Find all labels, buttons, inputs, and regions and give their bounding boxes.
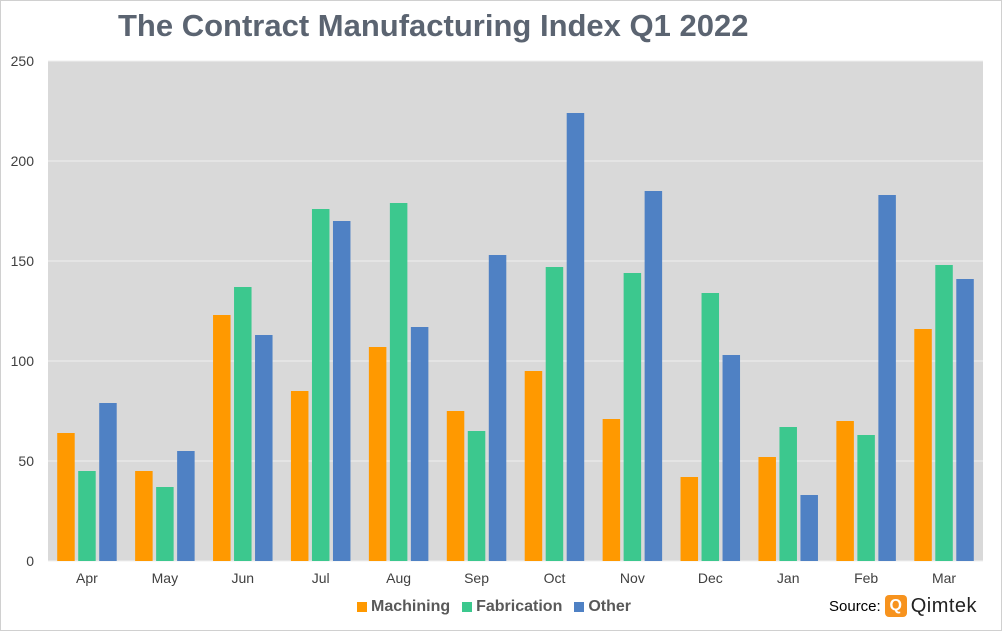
bar-fabrication-jan <box>779 427 797 561</box>
y-axis-ticks: 0 50 100 150 200 250 <box>11 53 35 569</box>
bar-fabrication-sep <box>467 431 486 561</box>
bar-machining-oct <box>524 371 543 561</box>
y-tick-label: 250 <box>11 53 35 69</box>
bar-fabrication-jul <box>311 209 330 561</box>
y-tick-label: 50 <box>18 453 34 469</box>
legend-swatch-fabrication <box>462 602 473 612</box>
bar-machining-jan <box>758 457 776 561</box>
x-tick-label: Jul <box>312 570 330 586</box>
x-axis-ticks: Apr May Jun Jul Aug Sep Oct Nov Dec Jan Feb Mar <box>76 570 956 586</box>
legend-item-other: Other <box>574 598 631 616</box>
bars <box>57 113 974 561</box>
bar-other-jun <box>255 335 273 561</box>
qimtek-logo-icon: Q <box>884 595 907 617</box>
bar-machining-jul <box>290 391 309 561</box>
bar-other-jul <box>332 221 351 561</box>
bar-other-apr <box>99 403 117 561</box>
x-tick-label: Nov <box>620 570 645 586</box>
bar-other-oct <box>566 113 585 561</box>
x-tick-label: May <box>152 570 178 586</box>
gridlines <box>48 60 983 562</box>
bar-other-mar <box>956 279 974 561</box>
source-label: Source: <box>829 597 881 615</box>
bar-machining-mar <box>914 329 932 561</box>
bar-machining-apr <box>57 433 75 561</box>
legend-item-machining: Machining <box>357 598 450 616</box>
y-tick-label: 100 <box>11 353 35 369</box>
bar-other-dec <box>722 355 741 561</box>
bar-machining-may <box>135 471 153 561</box>
bar-other-sep <box>488 255 507 561</box>
qimtek-logo-text: Qimtek <box>910 594 978 617</box>
bar-fabrication-feb <box>857 435 875 561</box>
x-tick-label: Jan <box>777 570 800 586</box>
bar-fabrication-may <box>156 487 174 561</box>
x-tick-label: Aug <box>386 570 411 586</box>
x-tick-label: Sep <box>464 570 489 586</box>
plot-area <box>48 61 983 561</box>
bar-fabrication-jun <box>234 287 252 561</box>
bar-fabrication-apr <box>78 471 96 561</box>
bar-fabrication-oct <box>545 267 564 561</box>
legend-label-other: Other <box>588 598 632 615</box>
bar-other-aug <box>410 327 429 561</box>
legend-label-machining: Machining <box>371 598 451 615</box>
y-tick-label: 200 <box>11 153 35 169</box>
legend-label-fabrication: Fabrication <box>476 598 563 615</box>
legend: Machining Fabrication Other <box>357 597 631 617</box>
chart-plot: 0 50 100 150 200 250 Apr May Jun Jul Aug Sep Oct Nov… <box>11 53 983 586</box>
chart-title: The Contract Manufacturing Index Q1 2022 <box>118 8 749 43</box>
x-tick-label: Oct <box>544 570 566 586</box>
x-tick-label: Feb <box>854 570 878 586</box>
x-tick-label: Mar <box>932 570 956 586</box>
y-tick-label: 150 <box>11 253 35 269</box>
legend-item-fabrication: Fabrication <box>462 598 562 616</box>
bar-machining-feb <box>836 421 854 561</box>
bar-other-nov <box>644 191 663 561</box>
bar-other-jan <box>800 495 818 561</box>
bar-other-may <box>177 451 195 561</box>
legend-swatch-other <box>574 602 585 612</box>
bar-machining-jun <box>213 315 231 561</box>
y-tick-label: 0 <box>26 553 34 569</box>
bar-fabrication-nov <box>623 273 642 561</box>
x-tick-label: Apr <box>76 570 98 586</box>
bar-machining-sep <box>446 411 465 561</box>
bar-machining-dec <box>680 477 699 561</box>
legend-swatch-machining <box>357 602 367 612</box>
bar-machining-aug <box>368 347 387 561</box>
bar-machining-nov <box>602 419 621 561</box>
source-credit: Source: Q Qimtek <box>829 593 977 619</box>
bar-fabrication-aug <box>389 203 408 561</box>
x-tick-label: Jun <box>232 570 255 586</box>
bar-fabrication-dec <box>701 293 720 561</box>
bar-other-feb <box>878 195 896 561</box>
x-tick-label: Dec <box>698 570 723 586</box>
bar-fabrication-mar <box>935 265 953 561</box>
